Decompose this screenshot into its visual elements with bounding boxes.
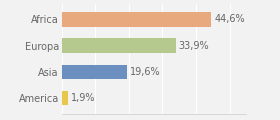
Bar [62,91,68,105]
Text: 44,6%: 44,6% [214,14,245,24]
Text: 33,9%: 33,9% [178,41,209,51]
Bar [62,38,176,53]
Bar [62,12,211,27]
Bar [62,65,127,79]
Text: 19,6%: 19,6% [130,67,161,77]
Text: 1,9%: 1,9% [71,93,95,103]
